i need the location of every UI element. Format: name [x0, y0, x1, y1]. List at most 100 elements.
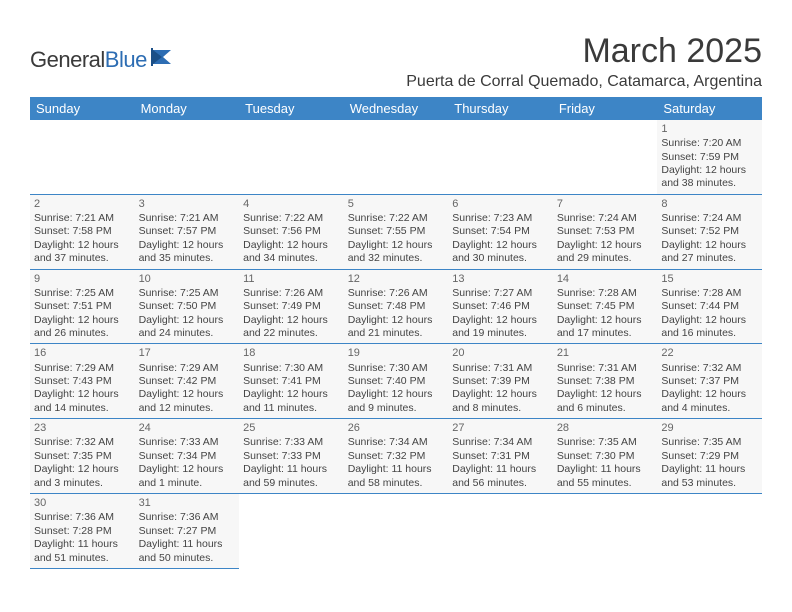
- header: GeneralBlue March 2025 Puerta de Corral …: [30, 32, 762, 91]
- sunrise-text: Sunrise: 7:25 AM: [34, 287, 131, 300]
- day-number: 2: [34, 197, 131, 211]
- day-details: Sunrise: 7:30 AMSunset: 7:40 PMDaylight:…: [348, 362, 445, 416]
- weekday-header: Friday: [553, 97, 658, 120]
- daylight-text: and 37 minutes.: [34, 252, 131, 265]
- calendar-row: 2Sunrise: 7:21 AMSunset: 7:58 PMDaylight…: [30, 194, 762, 269]
- sunrise-text: Sunrise: 7:33 AM: [243, 436, 340, 449]
- calendar-cell: 10Sunrise: 7:25 AMSunset: 7:50 PMDayligh…: [135, 269, 240, 344]
- brand-general: General: [30, 47, 105, 72]
- sunrise-text: Sunrise: 7:26 AM: [348, 287, 445, 300]
- daylight-text: and 53 minutes.: [661, 477, 758, 490]
- day-number: 15: [661, 272, 758, 286]
- day-details: Sunrise: 7:31 AMSunset: 7:39 PMDaylight:…: [452, 362, 549, 416]
- day-number: 12: [348, 272, 445, 286]
- weekday-header: Saturday: [657, 97, 762, 120]
- calendar-cell-empty: [448, 120, 553, 194]
- day-details: Sunrise: 7:26 AMSunset: 7:49 PMDaylight:…: [243, 287, 340, 341]
- weekday-header: Tuesday: [239, 97, 344, 120]
- day-number: 6: [452, 197, 549, 211]
- day-details: Sunrise: 7:25 AMSunset: 7:50 PMDaylight:…: [139, 287, 236, 341]
- calendar-cell-empty: [344, 120, 449, 194]
- daylight-text: Daylight: 12 hours: [139, 314, 236, 327]
- daylight-text: and 21 minutes.: [348, 327, 445, 340]
- daylight-text: and 9 minutes.: [348, 402, 445, 415]
- calendar-cell-empty: [553, 494, 658, 569]
- day-details: Sunrise: 7:30 AMSunset: 7:41 PMDaylight:…: [243, 362, 340, 416]
- daylight-text: and 27 minutes.: [661, 252, 758, 265]
- day-number: 9: [34, 272, 131, 286]
- day-details: Sunrise: 7:35 AMSunset: 7:29 PMDaylight:…: [661, 436, 758, 490]
- calendar-cell: 19Sunrise: 7:30 AMSunset: 7:40 PMDayligh…: [344, 344, 449, 419]
- calendar-row: 9Sunrise: 7:25 AMSunset: 7:51 PMDaylight…: [30, 269, 762, 344]
- calendar-cell: 3Sunrise: 7:21 AMSunset: 7:57 PMDaylight…: [135, 194, 240, 269]
- day-number: 25: [243, 421, 340, 435]
- day-details: Sunrise: 7:29 AMSunset: 7:42 PMDaylight:…: [139, 362, 236, 416]
- location-subtitle: Puerta de Corral Quemado, Catamarca, Arg…: [406, 73, 762, 91]
- day-details: Sunrise: 7:23 AMSunset: 7:54 PMDaylight:…: [452, 212, 549, 266]
- sunset-text: Sunset: 7:42 PM: [139, 375, 236, 388]
- daylight-text: Daylight: 12 hours: [452, 239, 549, 252]
- day-number: 29: [661, 421, 758, 435]
- day-number: 14: [557, 272, 654, 286]
- sunset-text: Sunset: 7:44 PM: [661, 300, 758, 313]
- calendar-cell: 5Sunrise: 7:22 AMSunset: 7:55 PMDaylight…: [344, 194, 449, 269]
- daylight-text: Daylight: 12 hours: [243, 388, 340, 401]
- calendar-cell: 1Sunrise: 7:20 AMSunset: 7:59 PMDaylight…: [657, 120, 762, 194]
- sunset-text: Sunset: 7:57 PM: [139, 225, 236, 238]
- daylight-text: Daylight: 11 hours: [243, 463, 340, 476]
- calendar-cell: 28Sunrise: 7:35 AMSunset: 7:30 PMDayligh…: [553, 419, 658, 494]
- sunset-text: Sunset: 7:38 PM: [557, 375, 654, 388]
- day-details: Sunrise: 7:32 AMSunset: 7:37 PMDaylight:…: [661, 362, 758, 416]
- day-details: Sunrise: 7:31 AMSunset: 7:38 PMDaylight:…: [557, 362, 654, 416]
- calendar-cell: 21Sunrise: 7:31 AMSunset: 7:38 PMDayligh…: [553, 344, 658, 419]
- brand-logo: GeneralBlue: [30, 46, 181, 73]
- sunset-text: Sunset: 7:45 PM: [557, 300, 654, 313]
- calendar-cell-empty: [239, 120, 344, 194]
- daylight-text: Daylight: 11 hours: [661, 463, 758, 476]
- day-details: Sunrise: 7:28 AMSunset: 7:45 PMDaylight:…: [557, 287, 654, 341]
- sunset-text: Sunset: 7:35 PM: [34, 450, 131, 463]
- daylight-text: Daylight: 11 hours: [557, 463, 654, 476]
- sunrise-text: Sunrise: 7:27 AM: [452, 287, 549, 300]
- daylight-text: and 3 minutes.: [34, 477, 131, 490]
- day-details: Sunrise: 7:33 AMSunset: 7:34 PMDaylight:…: [139, 436, 236, 490]
- page-title: March 2025: [406, 32, 762, 71]
- sunset-text: Sunset: 7:29 PM: [661, 450, 758, 463]
- calendar-cell: 27Sunrise: 7:34 AMSunset: 7:31 PMDayligh…: [448, 419, 553, 494]
- day-number: 3: [139, 197, 236, 211]
- daylight-text: and 12 minutes.: [139, 402, 236, 415]
- sunset-text: Sunset: 7:49 PM: [243, 300, 340, 313]
- calendar-cell: 2Sunrise: 7:21 AMSunset: 7:58 PMDaylight…: [30, 194, 135, 269]
- sunrise-text: Sunrise: 7:36 AM: [34, 511, 131, 524]
- daylight-text: Daylight: 12 hours: [243, 239, 340, 252]
- day-details: Sunrise: 7:29 AMSunset: 7:43 PMDaylight:…: [34, 362, 131, 416]
- flag-icon: [151, 46, 181, 73]
- daylight-text: and 38 minutes.: [661, 177, 758, 190]
- sunrise-text: Sunrise: 7:30 AM: [243, 362, 340, 375]
- day-details: Sunrise: 7:22 AMSunset: 7:55 PMDaylight:…: [348, 212, 445, 266]
- calendar-cell: 26Sunrise: 7:34 AMSunset: 7:32 PMDayligh…: [344, 419, 449, 494]
- sunset-text: Sunset: 7:50 PM: [139, 300, 236, 313]
- day-number: 7: [557, 197, 654, 211]
- brand-text: GeneralBlue: [30, 47, 147, 73]
- day-number: 31: [139, 496, 236, 510]
- calendar-row: 23Sunrise: 7:32 AMSunset: 7:35 PMDayligh…: [30, 419, 762, 494]
- calendar-cell: 15Sunrise: 7:28 AMSunset: 7:44 PMDayligh…: [657, 269, 762, 344]
- weekday-header: Thursday: [448, 97, 553, 120]
- daylight-text: and 56 minutes.: [452, 477, 549, 490]
- sunset-text: Sunset: 7:39 PM: [452, 375, 549, 388]
- daylight-text: Daylight: 12 hours: [34, 388, 131, 401]
- sunrise-text: Sunrise: 7:25 AM: [139, 287, 236, 300]
- daylight-text: and 58 minutes.: [348, 477, 445, 490]
- daylight-text: Daylight: 12 hours: [243, 314, 340, 327]
- sunrise-text: Sunrise: 7:22 AM: [243, 212, 340, 225]
- sunset-text: Sunset: 7:33 PM: [243, 450, 340, 463]
- sunrise-text: Sunrise: 7:28 AM: [661, 287, 758, 300]
- title-block: March 2025 Puerta de Corral Quemado, Cat…: [406, 32, 762, 91]
- day-number: 24: [139, 421, 236, 435]
- calendar-cell-empty: [135, 120, 240, 194]
- day-number: 28: [557, 421, 654, 435]
- day-details: Sunrise: 7:22 AMSunset: 7:56 PMDaylight:…: [243, 212, 340, 266]
- sunrise-text: Sunrise: 7:28 AM: [557, 287, 654, 300]
- daylight-text: Daylight: 12 hours: [348, 314, 445, 327]
